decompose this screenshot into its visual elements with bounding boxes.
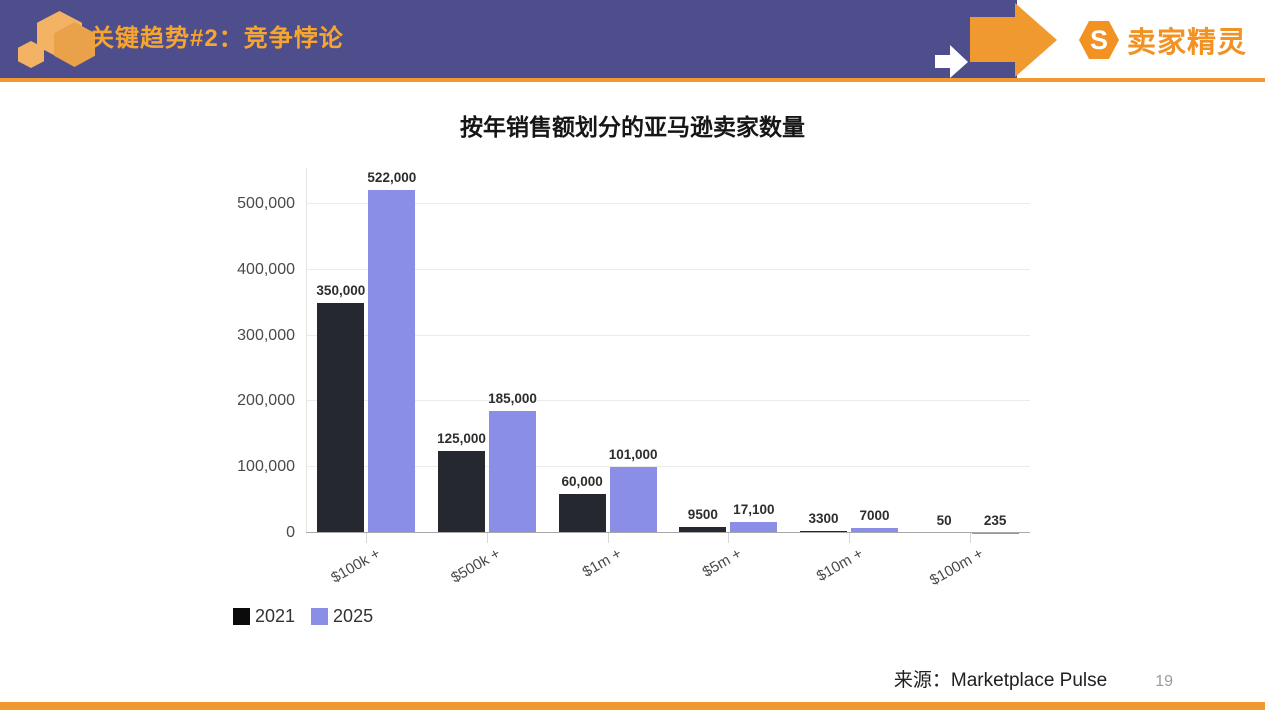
footer: 来源：Marketplace Pulse 19 — [894, 665, 1173, 692]
y-axis-tick-label: 100,000 — [237, 458, 295, 476]
legend-item-2025: 2025 — [311, 606, 373, 627]
x-axis-tick — [969, 533, 971, 543]
bar-value-label: 185,000 — [488, 391, 537, 407]
x-axis-tick — [366, 533, 368, 543]
x-axis-category-label: $1m + — [579, 545, 625, 581]
x-axis-category-label: $10m + — [813, 545, 866, 585]
category-group: 60,000 101,000 $1m + — [547, 168, 668, 581]
category-group: 125,000 185,000 $500k + — [427, 168, 548, 586]
bar-value-label: 17,100 — [733, 501, 775, 517]
bar-value-label: 101,000 — [608, 446, 658, 462]
bar-2021 — [558, 493, 606, 533]
y-axis-tick-label: 300,000 — [237, 326, 295, 344]
brand-logo: S 卖家精灵 — [1078, 19, 1247, 61]
bar-2025 — [609, 466, 657, 533]
source-text: 来源：Marketplace Pulse — [893, 670, 1108, 691]
x-axis-tick — [728, 533, 730, 543]
bar-value-label: 3300 — [808, 510, 839, 526]
y-gridline — [306, 334, 1030, 336]
legend-label-2021: 2021 — [255, 606, 296, 626]
y-axis-tick-label: 0 — [286, 524, 295, 541]
bar-2021 — [317, 302, 365, 533]
category-group: 50 235 $100m + — [909, 168, 1030, 589]
y-gridline — [306, 400, 1030, 402]
y-axis-tick-label: 500,000 — [237, 195, 295, 213]
header-accent-line — [0, 78, 1265, 82]
bar-value-label: 125,000 — [437, 430, 486, 446]
brand-s-hexagon-icon: S — [1078, 21, 1119, 59]
chart-title: 按年销售额划分的亚马逊卖家数量 — [460, 114, 805, 140]
chart-legend: 2021 2025 — [233, 606, 373, 627]
legend-label-2025: 2025 — [333, 606, 374, 626]
legend-item-2021: 2021 — [233, 606, 295, 627]
bar-value-label: 522,000 — [367, 169, 417, 185]
y-axis-line — [306, 168, 307, 533]
category-group: 9500 17,100 $5m + — [668, 168, 789, 581]
bar-value-label: 235 — [983, 512, 1007, 528]
page-number: 19 — [1155, 673, 1173, 690]
category-group: 350,000 522,000 $100k + — [306, 168, 427, 587]
y-gridline — [306, 466, 1030, 468]
header-arrow-graphics — [935, 3, 1057, 78]
bar-2025 — [730, 521, 778, 533]
bar-value-label: 9500 — [687, 506, 718, 522]
slide-header: 关键趋势#2：竞争悖论 S 卖家精灵 — [0, 0, 1265, 82]
bar-2025 — [850, 528, 898, 533]
bar-2021 — [679, 526, 727, 533]
x-axis-tick — [486, 533, 488, 543]
bar-value-label: 350,000 — [316, 282, 366, 298]
plot-area: 0 100,000 200,000 300,000 400,000 500,000 350,… — [237, 168, 1030, 589]
y-gridline — [306, 268, 1030, 270]
bottom-accent-bar — [0, 702, 1265, 710]
x-axis-category-label: $500k + — [448, 545, 504, 587]
bar-2021 — [799, 530, 847, 533]
bar-2025 — [368, 189, 416, 533]
legend-swatch-2025 — [311, 608, 329, 625]
y-axis-tick-label: 200,000 — [237, 392, 295, 410]
x-axis-category-label: $100m + — [926, 545, 987, 590]
header-background — [0, 0, 1017, 78]
white-arrow-right-icon — [935, 45, 968, 78]
brand-name: 卖家精灵 — [1126, 27, 1247, 59]
x-axis-category-label: $100k + — [327, 545, 383, 587]
header-title: 关键趋势#2：竞争悖论 — [90, 25, 344, 52]
category-group: 3300 7000 $10m + — [789, 168, 910, 585]
x-axis-category-label: $5m + — [699, 545, 745, 581]
bar-value-label: 50 — [936, 512, 952, 528]
bar-value-label: 60,000 — [561, 473, 603, 489]
orange-arrow-right-icon — [970, 3, 1057, 77]
x-axis-tick — [848, 533, 850, 543]
bar-value-label: 7000 — [859, 508, 890, 524]
legend-swatch-2021 — [233, 608, 250, 625]
bar-2021 — [437, 450, 485, 533]
bar-2025 — [488, 411, 536, 533]
brand-s-letter: S — [1089, 24, 1108, 55]
y-axis-tick-label: 400,000 — [237, 260, 295, 278]
x-axis-line — [306, 532, 1030, 533]
y-gridline — [306, 203, 1030, 205]
x-axis-tick — [607, 533, 609, 543]
